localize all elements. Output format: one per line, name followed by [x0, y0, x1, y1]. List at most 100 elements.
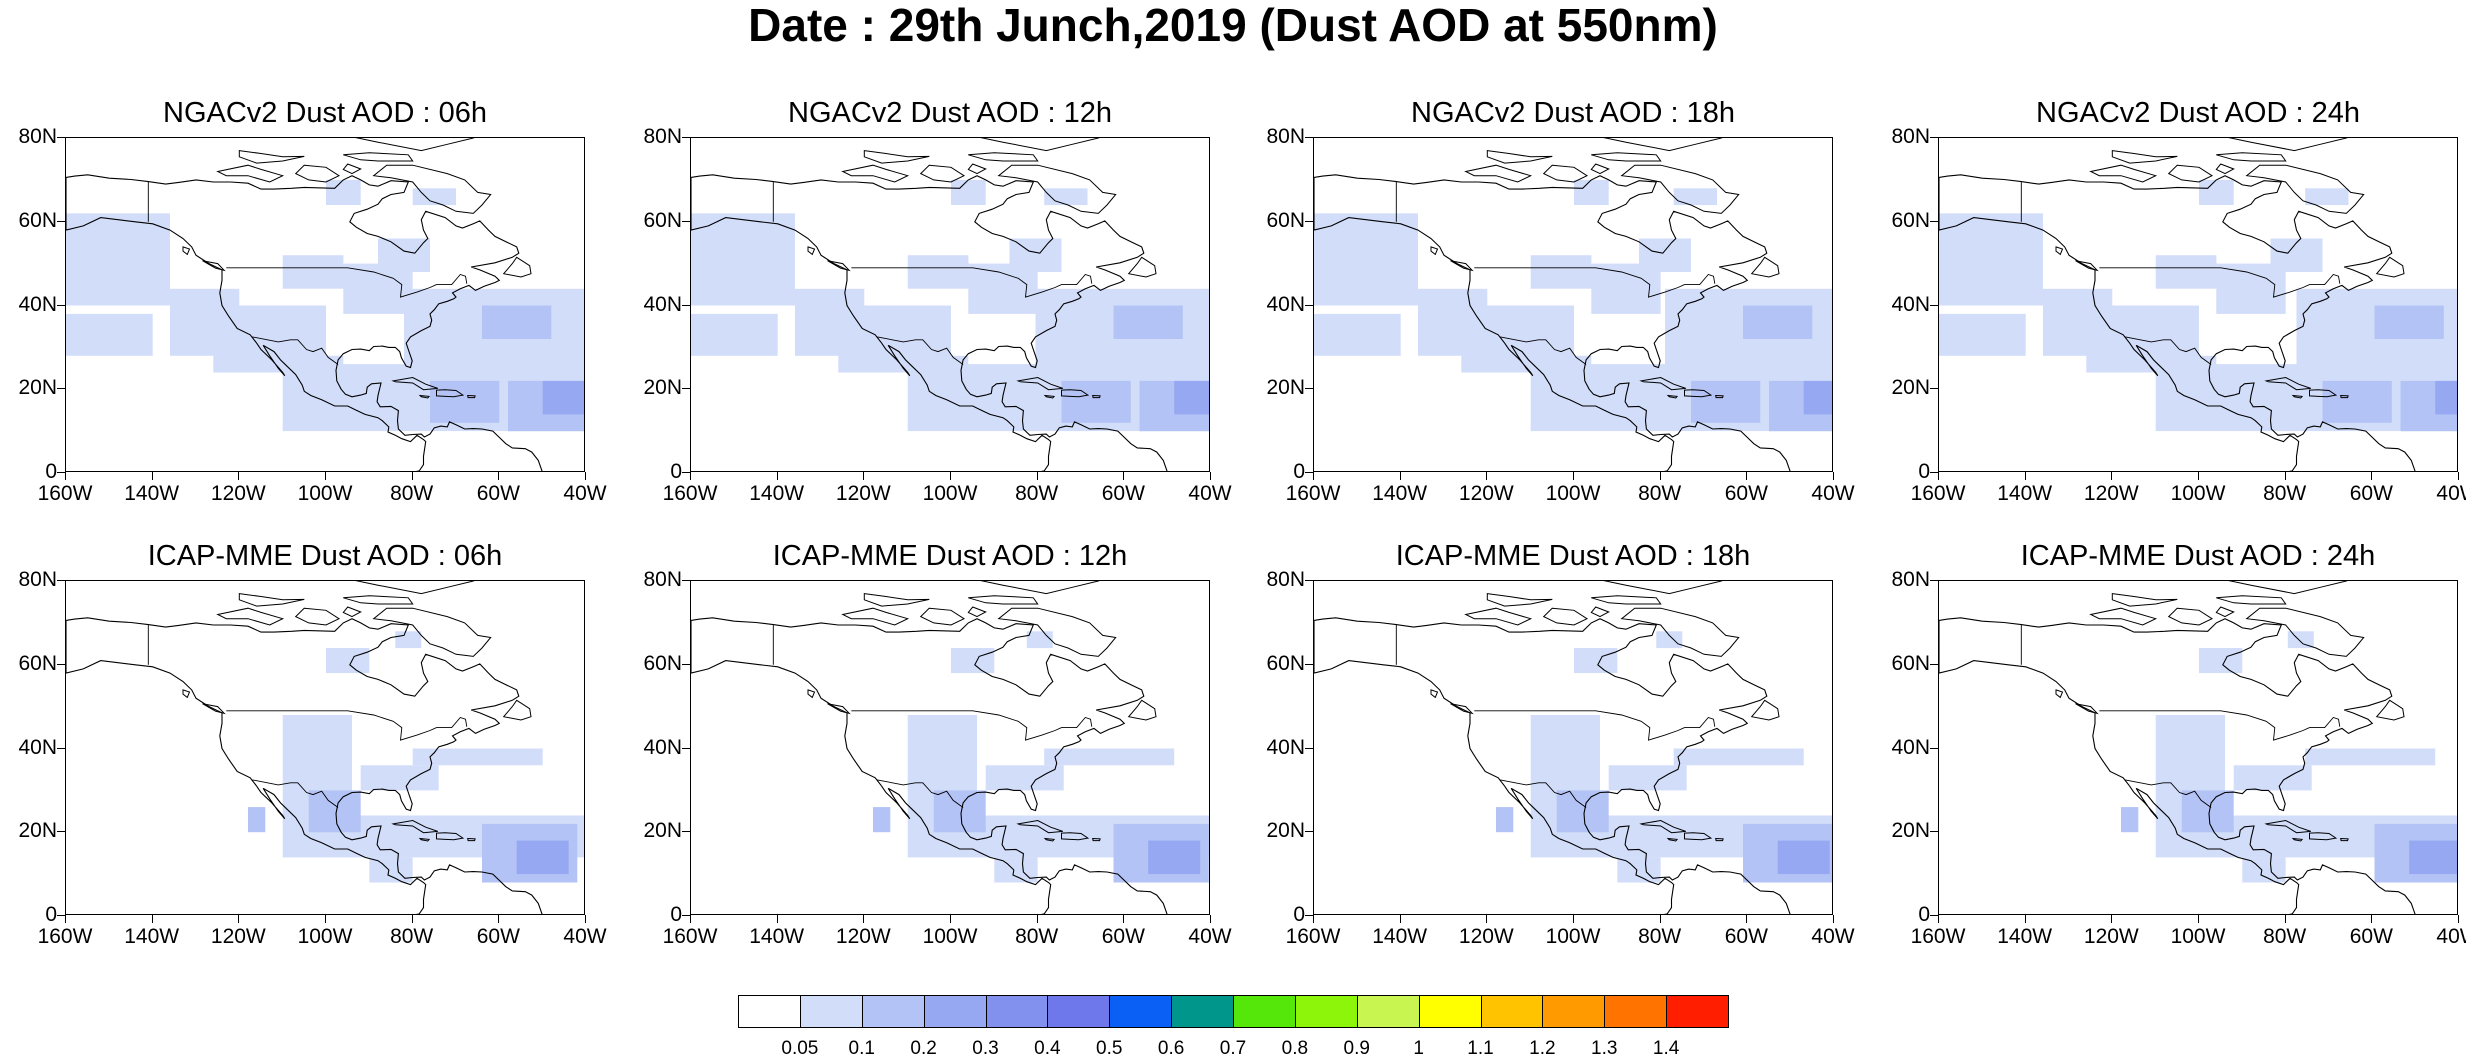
island-outline	[1464, 164, 1533, 183]
lon-tick-label: 80W	[1015, 482, 1059, 505]
panel-title: ICAP-MME Dust AOD : 06h	[147, 540, 503, 572]
lon-tick	[776, 915, 778, 923]
map-plot-area	[690, 137, 1210, 472]
island-outline	[2111, 150, 2178, 164]
lat-tick-label: 0	[1293, 460, 1305, 483]
lon-tick-label: 140W	[749, 482, 805, 505]
colorbar-label: 0.9	[1343, 1038, 1370, 1059]
country-border	[1500, 779, 1587, 808]
colorbar-swatch	[1109, 995, 1173, 1028]
colorbar-swatch	[799, 995, 863, 1028]
lat-tick	[57, 388, 65, 390]
lon-tick-label: 100W	[1545, 482, 1601, 505]
lat-tick	[682, 137, 690, 138]
dust-aod-region	[378, 238, 430, 272]
lon-tick	[325, 915, 326, 923]
colorbar-label: 0.2	[910, 1038, 937, 1059]
lon-tick	[2371, 472, 2373, 480]
dust-aod-region	[2199, 648, 2243, 674]
dust-aod-map	[66, 138, 584, 471]
island-outline	[2089, 164, 2158, 183]
country-border	[2099, 710, 2341, 741]
dust-aod-region	[985, 765, 1064, 791]
dust-aod-region	[1314, 213, 1418, 306]
country-border	[2125, 779, 2212, 808]
dust-aod-region	[1673, 748, 1804, 766]
lat-tick	[1305, 472, 1313, 473]
dust-aod-region	[2322, 380, 2392, 423]
lat-tick-label: 60N	[1266, 651, 1305, 675]
map-plot-area	[1313, 137, 1833, 472]
lon-tick-label: 100W	[1545, 925, 1601, 948]
lon-tick	[2024, 472, 2026, 480]
island-outline	[2245, 607, 2365, 657]
lat-tick	[57, 915, 65, 916]
dust-aod-region	[66, 213, 170, 306]
lat-tick-label: 20N	[643, 819, 682, 843]
island-outline	[2264, 376, 2311, 391]
island-outline	[919, 164, 966, 183]
lon-tick-label: 100W	[922, 925, 978, 948]
map-panel: NGACv2 Dust AOD : 24h 80N 60N 40N 20N 0 160W 14…	[1891, 97, 2466, 505]
colorbar-swatch	[861, 995, 925, 1028]
island-outline	[1486, 150, 1553, 164]
panel-title: NGACv2 Dust AOD : 06h	[163, 97, 487, 129]
lon-tick-label: 80W	[1638, 925, 1682, 948]
lon-tick	[2198, 472, 2199, 480]
dust-aod-region	[2374, 305, 2444, 339]
island-outline	[436, 832, 465, 841]
lon-tick-label: 60W	[476, 482, 520, 505]
island-outline	[216, 607, 285, 626]
colorbar-swatch	[1171, 995, 1234, 1028]
lat-tick	[682, 580, 690, 581]
coastline	[1314, 174, 1791, 471]
coastline	[691, 617, 1168, 914]
dust-aod-region	[1574, 648, 1618, 674]
island-outline	[1715, 394, 1724, 399]
lon-tick	[2458, 472, 2459, 480]
island-outline	[2291, 837, 2304, 842]
island-outline	[1542, 607, 1589, 626]
lat-tick	[1305, 137, 1313, 138]
country-border	[226, 710, 468, 741]
lat-tick	[1930, 304, 1938, 306]
dust-aod-region	[1777, 840, 1830, 875]
lon-tick	[1833, 915, 1834, 923]
coastline	[1314, 617, 1791, 914]
island-outline	[2309, 389, 2338, 398]
dust-aod-region	[1044, 748, 1175, 766]
lat-tick	[682, 388, 690, 390]
island-outline	[1620, 607, 1740, 657]
country-border	[2125, 336, 2212, 365]
dust-aod-region	[1496, 807, 1514, 833]
dust-aod-region	[369, 857, 413, 883]
lat-tick-label: 80N	[18, 125, 57, 148]
island-outline	[2089, 607, 2158, 626]
map-panel: ICAP-MME Dust AOD : 06h 80N 60N 40N 20N 0 160W…	[18, 540, 606, 948]
lon-tick	[1746, 472, 1748, 480]
dust-aod-region	[1656, 631, 1683, 649]
colorbar-label: 0.8	[1281, 1038, 1309, 1059]
map-plot-area	[1938, 137, 2458, 472]
dust-aod-region	[1939, 213, 2043, 306]
island-outline	[980, 581, 1100, 595]
island-outline	[467, 394, 476, 399]
lon-tick-label: 160W	[37, 925, 93, 948]
lon-tick-label: 140W	[124, 925, 180, 948]
lon-tick-label: 160W	[1285, 482, 1341, 505]
lon-tick-label: 140W	[749, 925, 805, 948]
lon-tick-label: 60W	[1101, 925, 1145, 948]
map-panel: NGACv2 Dust AOD : 06h 80N 60N 40N 20N 0 160W 14…	[18, 97, 606, 505]
island-outline	[343, 595, 414, 605]
lon-tick	[1036, 915, 1038, 923]
dust-aod-map	[66, 581, 584, 914]
lat-tick	[57, 304, 65, 306]
island-outline	[1061, 832, 1090, 841]
lon-tick	[1659, 472, 1661, 480]
lon-tick	[498, 915, 500, 923]
lon-tick	[1486, 472, 1488, 480]
lon-tick	[65, 472, 66, 480]
island-outline	[968, 595, 1039, 605]
lon-tick-label: 60W	[2349, 482, 2393, 505]
lon-tick-label: 120W	[1458, 482, 1514, 505]
